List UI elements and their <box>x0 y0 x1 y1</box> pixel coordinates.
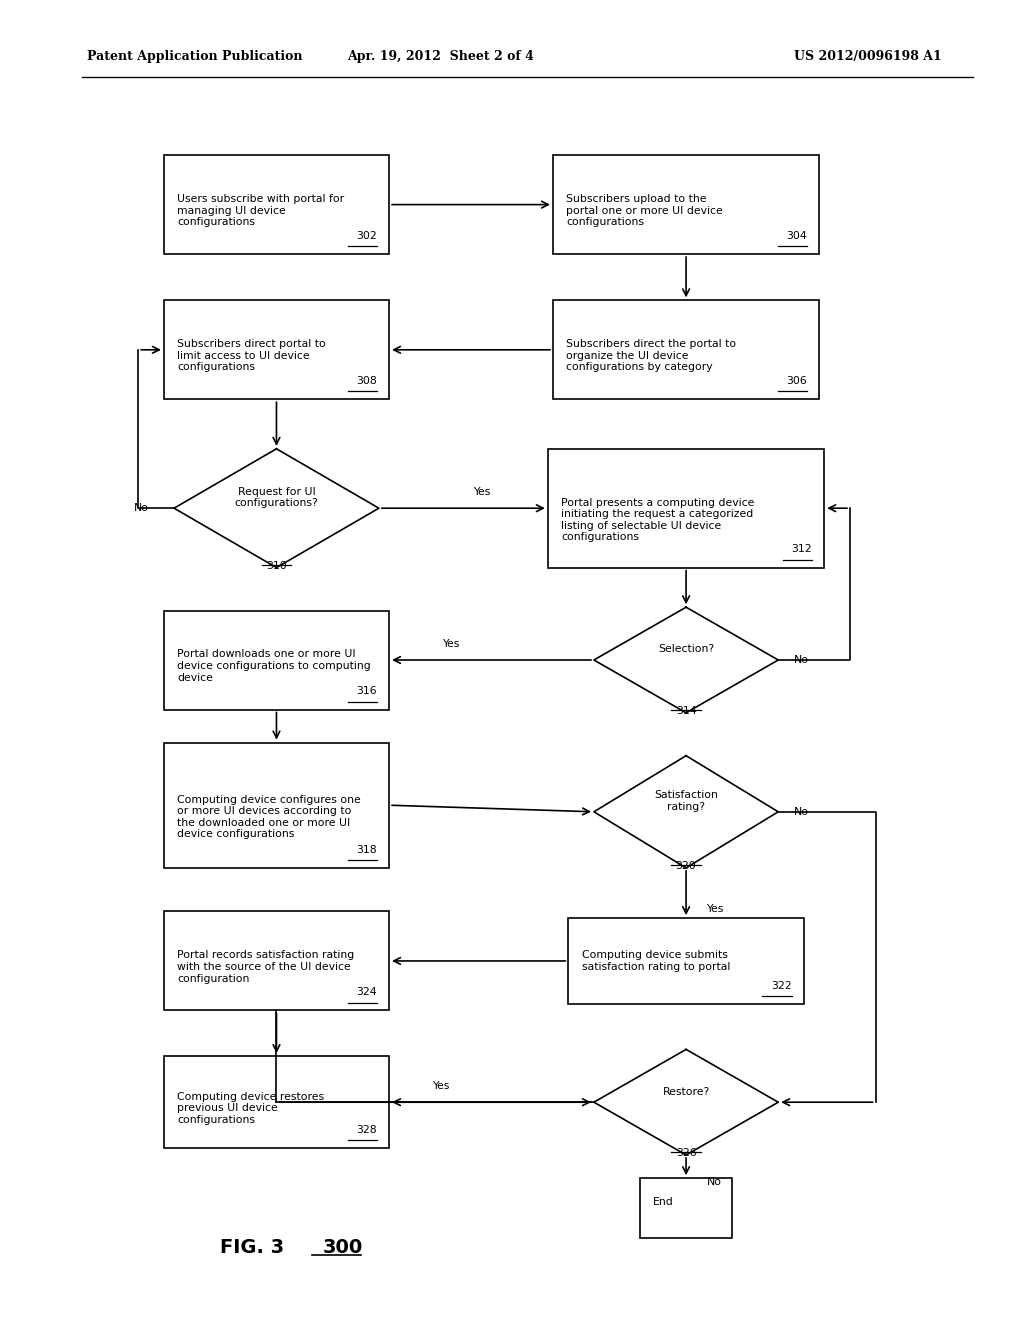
FancyBboxPatch shape <box>164 1056 389 1148</box>
Text: Yes: Yes <box>473 487 490 498</box>
Text: 316: 316 <box>356 686 377 697</box>
Text: 304: 304 <box>786 231 807 242</box>
Text: 324: 324 <box>356 987 377 998</box>
FancyBboxPatch shape <box>164 156 389 253</box>
Text: 322: 322 <box>771 981 792 990</box>
Text: No: No <box>133 503 148 513</box>
Text: Selection?: Selection? <box>658 644 714 655</box>
Text: No: No <box>794 655 809 665</box>
FancyBboxPatch shape <box>548 449 824 568</box>
Text: No: No <box>708 1177 722 1188</box>
Text: 320: 320 <box>676 861 696 871</box>
Text: Restore?: Restore? <box>663 1086 710 1097</box>
Text: 306: 306 <box>786 376 807 385</box>
Text: Yes: Yes <box>707 904 723 913</box>
Text: 308: 308 <box>356 376 377 385</box>
Text: Satisfaction
rating?: Satisfaction rating? <box>654 791 718 812</box>
FancyBboxPatch shape <box>164 742 389 869</box>
Text: End: End <box>653 1197 674 1208</box>
Text: Portal downloads one or more UI
device configurations to computing
device: Portal downloads one or more UI device c… <box>177 649 371 682</box>
Text: Subscribers upload to the
portal one or more UI device
configurations: Subscribers upload to the portal one or … <box>566 194 723 227</box>
Text: Portal records satisfaction rating
with the source of the UI device
configuratio: Portal records satisfaction rating with … <box>177 950 354 983</box>
Text: 326: 326 <box>676 1148 696 1159</box>
Text: Computing device configures one
or more UI devices according to
the downloaded o: Computing device configures one or more … <box>177 795 360 840</box>
Text: Patent Application Publication: Patent Application Publication <box>87 50 302 63</box>
FancyBboxPatch shape <box>164 301 389 399</box>
Text: Computing device submits
satisfaction rating to portal: Computing device submits satisfaction ra… <box>582 950 730 972</box>
FancyBboxPatch shape <box>568 919 804 1003</box>
Text: Apr. 19, 2012  Sheet 2 of 4: Apr. 19, 2012 Sheet 2 of 4 <box>347 50 534 63</box>
Text: US 2012/0096198 A1: US 2012/0096198 A1 <box>795 50 942 63</box>
Text: Computing device restores
previous UI device
configurations: Computing device restores previous UI de… <box>177 1092 325 1125</box>
Text: 302: 302 <box>356 231 377 242</box>
Text: 318: 318 <box>356 845 377 855</box>
Text: No: No <box>794 807 809 817</box>
FancyBboxPatch shape <box>553 301 819 399</box>
Text: 310: 310 <box>266 561 287 572</box>
Text: Users subscribe with portal for
managing UI device
configurations: Users subscribe with portal for managing… <box>177 194 344 227</box>
Text: Portal presents a computing device
initiating the request a categorized
listing : Portal presents a computing device initi… <box>561 498 755 543</box>
Text: Request for UI
configurations?: Request for UI configurations? <box>234 487 318 508</box>
FancyBboxPatch shape <box>553 156 819 253</box>
Text: 314: 314 <box>676 706 696 717</box>
Text: Yes: Yes <box>432 1081 449 1092</box>
Text: 312: 312 <box>792 544 812 554</box>
FancyBboxPatch shape <box>640 1177 732 1238</box>
FancyBboxPatch shape <box>164 610 389 710</box>
Text: FIG. 3: FIG. 3 <box>220 1238 285 1257</box>
Text: 300: 300 <box>323 1238 362 1257</box>
Text: 328: 328 <box>356 1125 377 1135</box>
FancyBboxPatch shape <box>164 911 389 1011</box>
Text: Subscribers direct the portal to
organize the UI device
configurations by catego: Subscribers direct the portal to organiz… <box>566 339 736 372</box>
Text: Yes: Yes <box>442 639 459 649</box>
Text: Subscribers direct portal to
limit access to UI device
configurations: Subscribers direct portal to limit acces… <box>177 339 326 372</box>
